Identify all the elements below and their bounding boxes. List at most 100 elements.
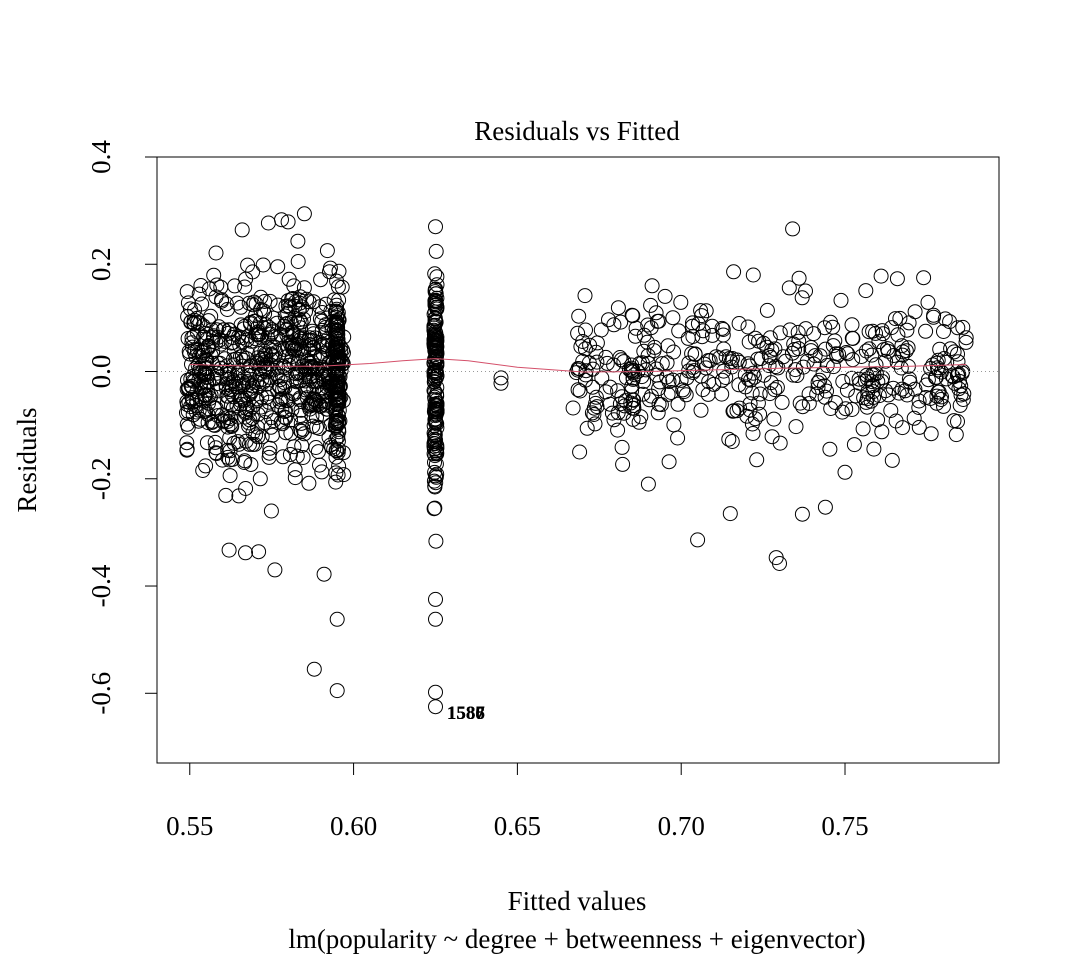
data-point bbox=[922, 391, 938, 406]
data-point bbox=[812, 348, 828, 364]
data-point bbox=[227, 278, 243, 294]
data-point bbox=[747, 411, 763, 427]
data-point bbox=[285, 338, 301, 354]
data-point bbox=[281, 357, 297, 373]
data-point bbox=[762, 386, 778, 402]
data-point bbox=[428, 684, 443, 700]
data-point bbox=[233, 299, 249, 315]
data-point bbox=[235, 378, 250, 394]
data-point bbox=[745, 426, 761, 441]
data-point bbox=[428, 533, 444, 549]
data-point bbox=[701, 374, 717, 390]
data-point bbox=[208, 440, 224, 456]
data-point bbox=[248, 308, 263, 324]
data-point bbox=[853, 349, 869, 364]
plot-frame bbox=[156, 156, 1000, 764]
data-point bbox=[593, 322, 609, 338]
data-point bbox=[577, 288, 593, 304]
data-point bbox=[788, 419, 804, 435]
data-point bbox=[261, 445, 277, 461]
data-point bbox=[261, 319, 277, 335]
data-point bbox=[242, 316, 258, 332]
data-point bbox=[236, 455, 252, 470]
data-point bbox=[671, 323, 687, 339]
data-point bbox=[428, 591, 443, 607]
data-point bbox=[906, 410, 922, 426]
data-point bbox=[823, 401, 839, 416]
data-point bbox=[330, 333, 346, 349]
data-point bbox=[870, 412, 886, 428]
data-point bbox=[331, 421, 347, 437]
data-point bbox=[201, 395, 216, 411]
data-point bbox=[715, 322, 731, 337]
data-point bbox=[871, 388, 887, 404]
data-point bbox=[875, 370, 890, 386]
data-point bbox=[230, 409, 246, 425]
data-point bbox=[798, 283, 813, 299]
data-point bbox=[871, 334, 887, 350]
data-point bbox=[252, 360, 268, 376]
data-point bbox=[237, 279, 253, 295]
data-point bbox=[666, 417, 682, 433]
data-point bbox=[208, 245, 224, 261]
data-point bbox=[221, 382, 237, 398]
data-point bbox=[606, 317, 622, 333]
data-point bbox=[825, 338, 841, 354]
data-point bbox=[210, 408, 226, 424]
data-point bbox=[702, 353, 718, 369]
data-point bbox=[429, 332, 445, 348]
data-point bbox=[868, 357, 884, 373]
data-point bbox=[861, 341, 877, 357]
data-point bbox=[293, 415, 309, 431]
data-point bbox=[889, 271, 905, 287]
data-point bbox=[774, 394, 790, 410]
data-point bbox=[293, 423, 309, 439]
y-tick-label: 0.2 bbox=[86, 247, 116, 281]
smoother-line bbox=[189, 358, 967, 373]
data-point bbox=[220, 410, 236, 425]
data-point bbox=[907, 304, 923, 320]
data-point bbox=[653, 397, 669, 413]
data-point bbox=[275, 449, 291, 465]
data-point bbox=[673, 294, 689, 310]
data-point bbox=[888, 311, 903, 327]
data-point bbox=[883, 403, 899, 418]
data-point bbox=[330, 352, 346, 368]
data-point bbox=[426, 446, 442, 462]
data-point bbox=[280, 214, 296, 230]
data-point bbox=[427, 384, 443, 400]
data-point bbox=[721, 431, 737, 447]
data-point bbox=[810, 375, 826, 391]
data-point bbox=[428, 243, 444, 259]
data-point bbox=[822, 441, 838, 457]
data-point bbox=[661, 374, 677, 390]
data-point bbox=[764, 429, 780, 445]
data-point bbox=[856, 390, 872, 406]
data-point bbox=[823, 314, 838, 330]
data-point bbox=[295, 450, 311, 465]
data-point bbox=[219, 395, 235, 411]
data-point bbox=[311, 334, 327, 350]
data-point bbox=[835, 374, 851, 389]
data-point bbox=[650, 405, 666, 421]
data-point bbox=[214, 293, 230, 309]
data-point bbox=[570, 382, 586, 398]
data-point bbox=[685, 329, 701, 344]
data-point bbox=[801, 396, 817, 411]
data-point bbox=[745, 267, 761, 283]
data-point bbox=[746, 369, 762, 385]
y-tick-label: 0.0 bbox=[86, 355, 116, 389]
data-point bbox=[752, 406, 768, 422]
data-point bbox=[815, 365, 831, 381]
data-point bbox=[878, 353, 894, 369]
data-point bbox=[328, 474, 344, 490]
data-point bbox=[287, 462, 303, 478]
data-point bbox=[330, 467, 346, 483]
data-point bbox=[575, 334, 591, 349]
y-axis-label: Residuals bbox=[12, 408, 42, 513]
data-point bbox=[844, 402, 860, 417]
data-point bbox=[207, 434, 223, 450]
data-point bbox=[200, 415, 216, 431]
data-point bbox=[918, 323, 934, 339]
data-point bbox=[226, 343, 242, 359]
